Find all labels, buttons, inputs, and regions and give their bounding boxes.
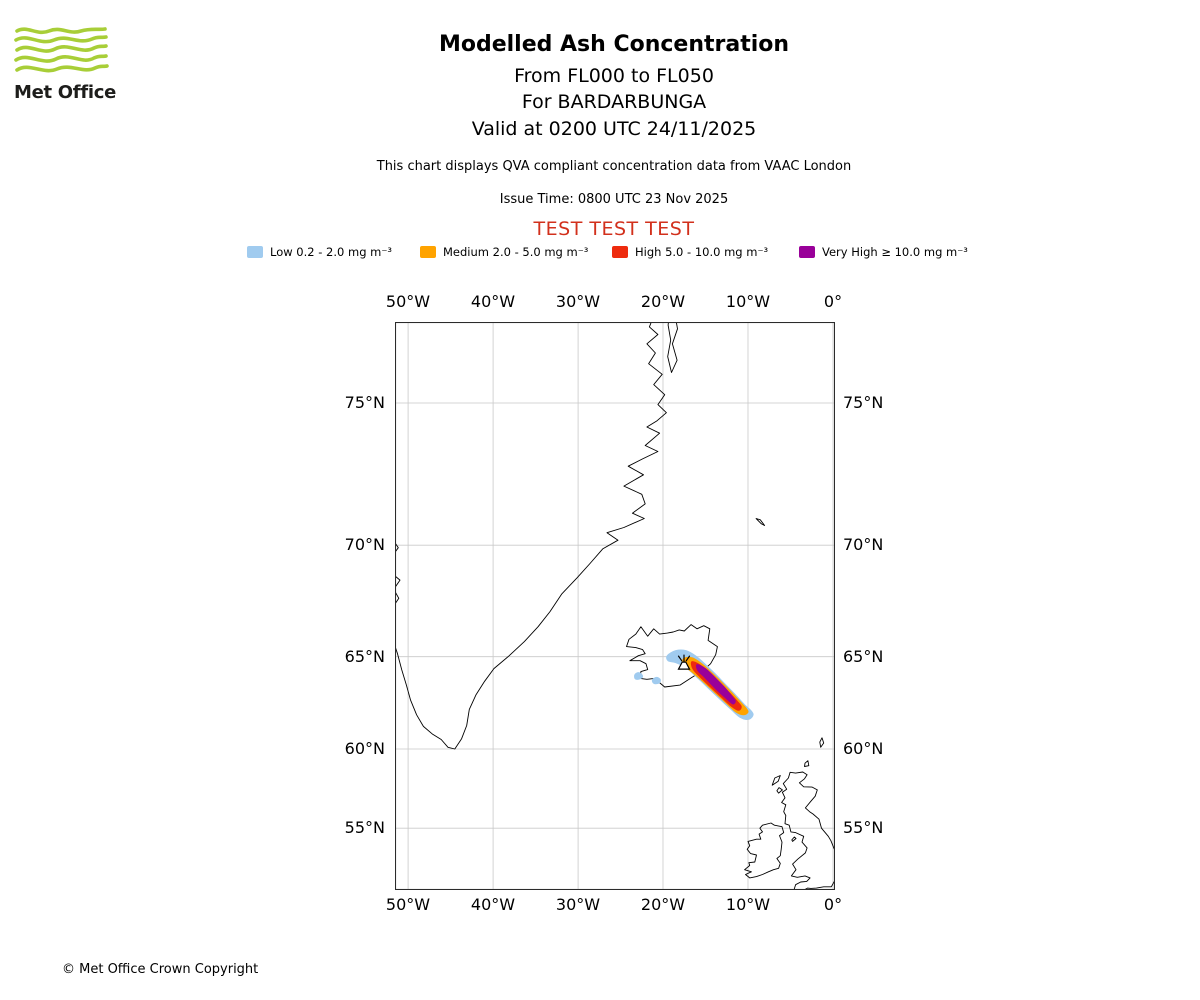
flight-level-subtitle: From FL000 to FL050 bbox=[514, 65, 714, 87]
axis-label-lat-left: 70°N bbox=[344, 535, 385, 554]
map-border bbox=[395, 322, 835, 890]
coastline-skye bbox=[776, 787, 783, 794]
volcano-subtitle: For BARDARBUNGA bbox=[521, 91, 707, 113]
legend-item-medium: Medium 2.0 - 5.0 mg m⁻³ bbox=[420, 245, 588, 259]
coastline-ireland bbox=[744, 822, 785, 879]
axis-label-lat-left: 75°N bbox=[344, 393, 385, 412]
coastline-orkney bbox=[804, 760, 810, 767]
coastline-greenland-west-fragment-1 bbox=[395, 575, 401, 605]
legend-item-high: High 5.0 - 10.0 mg m⁻³ bbox=[612, 245, 768, 259]
map-svg bbox=[395, 322, 835, 890]
legend-label-very-high: Very High ≥ 10.0 mg m⁻³ bbox=[822, 245, 968, 259]
ash-area-very-high bbox=[695, 664, 736, 705]
legend-swatch-high bbox=[612, 246, 628, 258]
axis-label-lon-bottom: 0° bbox=[823, 895, 843, 914]
axis-label-lon-bottom: 30°W bbox=[555, 895, 601, 914]
axis-label-lon-bottom: 40°W bbox=[470, 895, 516, 914]
legend-swatch-very-high bbox=[799, 246, 815, 258]
copyright-notice: © Met Office Crown Copyright bbox=[62, 962, 259, 977]
coastline-greenland-northeast-island bbox=[667, 322, 678, 373]
axis-label-lon-top: 20°W bbox=[640, 292, 686, 311]
axis-label-lat-right: 60°N bbox=[843, 739, 884, 758]
coastline-shetland bbox=[819, 737, 825, 748]
coastline-iceland bbox=[626, 624, 718, 688]
test-banner: TEST TEST TEST bbox=[533, 218, 695, 240]
ash-area-low-patch-west-2 bbox=[651, 676, 661, 685]
qva-description: This chart displays QVA compliant concen… bbox=[376, 159, 852, 174]
coastline-great-britain bbox=[781, 771, 835, 890]
axis-label-lon-top: 50°W bbox=[385, 292, 431, 311]
legend-label-medium: Medium 2.0 - 5.0 mg m⁻³ bbox=[443, 245, 589, 259]
ash-area-low-patch-west-1 bbox=[634, 672, 643, 680]
legend-item-very-high: Very High ≥ 10.0 mg m⁻³ bbox=[799, 245, 968, 259]
axis-label-lat-right: 55°N bbox=[843, 818, 884, 837]
axis-label-lon-bottom: 10°W bbox=[725, 895, 771, 914]
coastline-greenland-main bbox=[395, 322, 667, 750]
coastline-greenland-west-fragment-2 bbox=[395, 542, 399, 553]
legend-item-low: Low 0.2 - 2.0 mg m⁻³ bbox=[247, 245, 392, 259]
axis-label-lat-left: 55°N bbox=[344, 818, 385, 837]
met-office-logo-text: Met Office bbox=[14, 82, 117, 103]
met-office-logo: Met Office bbox=[14, 24, 134, 103]
coastline-isle-of-man bbox=[791, 836, 797, 842]
axis-label-lon-top: 0° bbox=[823, 292, 843, 311]
coastline-outer-hebrides bbox=[771, 775, 781, 786]
volcano-marker bbox=[677, 654, 691, 670]
legend-swatch-medium bbox=[420, 246, 436, 258]
axis-label-lon-top: 40°W bbox=[470, 292, 516, 311]
axis-label-lat-left: 65°N bbox=[344, 647, 385, 666]
axis-label-lat-left: 60°N bbox=[344, 739, 385, 758]
axis-label-lon-top: 10°W bbox=[725, 292, 771, 311]
axis-label-lon-bottom: 20°W bbox=[640, 895, 686, 914]
legend-swatch-low bbox=[247, 246, 263, 258]
axis-label-lon-top: 30°W bbox=[555, 292, 601, 311]
axis-label-lat-right: 75°N bbox=[843, 393, 884, 412]
issue-time: Issue Time: 0800 UTC 23 Nov 2025 bbox=[499, 192, 729, 207]
legend-label-high: High 5.0 - 10.0 mg m⁻³ bbox=[635, 245, 769, 259]
page-title: Modelled Ash Concentration bbox=[438, 32, 790, 57]
coastline-jan-mayen bbox=[755, 518, 766, 526]
axis-label-lat-right: 65°N bbox=[843, 647, 884, 666]
axis-label-lat-right: 70°N bbox=[843, 535, 884, 554]
valid-time-subtitle: Valid at 0200 UTC 24/11/2025 bbox=[471, 118, 757, 140]
axis-label-lon-bottom: 50°W bbox=[385, 895, 431, 914]
legend-label-low: Low 0.2 - 2.0 mg m⁻³ bbox=[270, 245, 393, 259]
coastline-great-britain-south-coast bbox=[803, 879, 835, 890]
met-office-logo-waves-icon bbox=[14, 27, 109, 73]
